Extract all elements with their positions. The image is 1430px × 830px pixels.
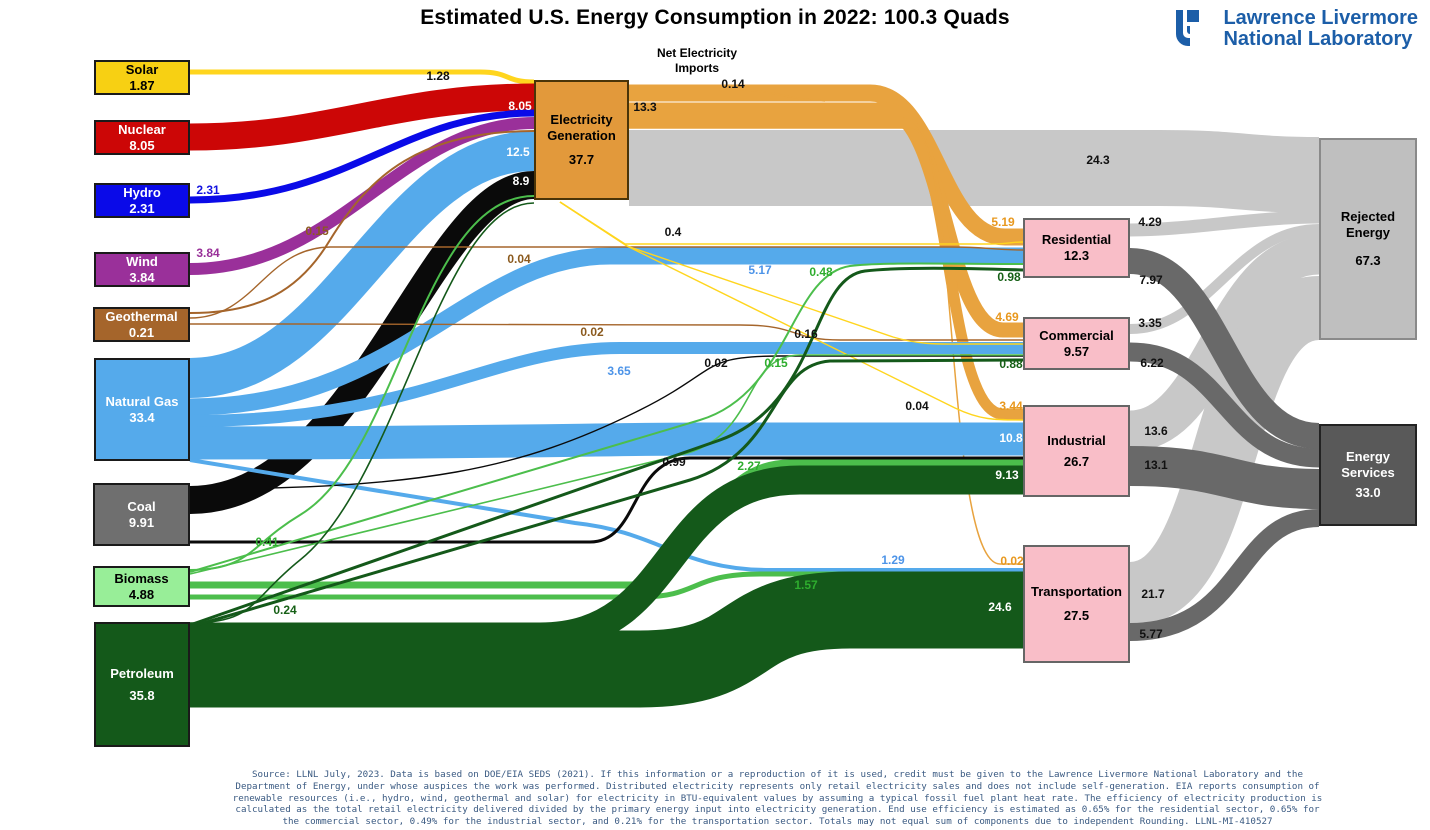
llnl-logo-text: Lawrence Livermore National Laboratory bbox=[1223, 7, 1418, 50]
flow-solar-to-commercial bbox=[559, 201, 1023, 345]
flow-label-elec-com: 4.69 bbox=[995, 310, 1019, 324]
node-industrial: Industrial 26.7 bbox=[1023, 405, 1130, 497]
flow-petroleum-to-residential bbox=[189, 266, 1024, 627]
flow-label-pet-ind: 9.13 bbox=[995, 468, 1019, 482]
flow-label-transp-rej: 21.7 bbox=[1141, 587, 1165, 601]
flow-residential-to-services bbox=[1128, 248, 1321, 449]
flow-label-solar-com: 0.16 bbox=[794, 327, 818, 341]
flow-coal-to-industrial bbox=[190, 456, 1023, 544]
flow-label-nuclear-elec: 8.05 bbox=[508, 99, 532, 113]
node-commercial: Commercial 9.57 bbox=[1023, 317, 1130, 370]
flow-transportation-to-rejected bbox=[1126, 276, 1323, 626]
flow-industrial-to-services bbox=[1129, 446, 1320, 509]
flow-label-ind-rej: 13.6 bbox=[1144, 424, 1168, 438]
source-note: Source: LLNL July, 2023. Data is based o… bbox=[232, 769, 1323, 828]
node-nuclear: Nuclear 8.05 bbox=[94, 120, 190, 155]
flow-solar-to-residential bbox=[559, 201, 1024, 245]
flow-petroleum-to-transportation bbox=[190, 571, 1023, 708]
flow-label-ng-elec: 12.5 bbox=[506, 145, 530, 159]
flow-label-ng-transp: 1.29 bbox=[881, 553, 905, 567]
flow-naturalgas-to-electricity bbox=[189, 131, 535, 398]
flow-label-coal-com: 0.02 bbox=[704, 356, 728, 370]
flow-biomass-to-residential bbox=[189, 262, 1024, 573]
flow-label-pet-elec: 0.24 bbox=[273, 603, 297, 617]
flow-label-elec-transp: 0.02 bbox=[1000, 554, 1024, 568]
flow-label-pet-transp: 24.6 bbox=[988, 600, 1012, 614]
flow-wind-to-electricity bbox=[189, 117, 535, 275]
flow-label-bio-ind: 2.27 bbox=[737, 459, 761, 473]
flow-label-geo-elec: 0.15 bbox=[305, 224, 329, 238]
flow-nuclear-to-electricity bbox=[189, 83, 535, 151]
flow-label-wind-elec: 3.84 bbox=[196, 246, 220, 260]
node-wind: Wind 3.84 bbox=[94, 252, 190, 287]
node-geothermal: Geothermal 0.21 bbox=[93, 307, 190, 342]
flow-label-res-serv: 7.97 bbox=[1139, 273, 1163, 287]
flow-label-ng-res: 5.17 bbox=[748, 263, 772, 277]
node-residential: Residential 12.3 bbox=[1023, 218, 1130, 278]
flow-label-bio-com: 0.15 bbox=[764, 356, 788, 370]
flow-geothermal-to-electricity bbox=[189, 130, 535, 314]
node-biomass: Biomass 4.88 bbox=[93, 566, 190, 607]
flow-label-solar-elec: 1.28 bbox=[426, 69, 450, 83]
flow-coal-to-electricity bbox=[189, 171, 536, 514]
flow-label-elec-ind: 3.44 bbox=[999, 399, 1023, 413]
flow-solar-to-industrial bbox=[559, 201, 1024, 421]
flow-electricity-to-rejected bbox=[629, 130, 1320, 213]
node-transportation: Transportation 27.5 bbox=[1023, 545, 1130, 663]
llnl-logo-icon bbox=[1176, 10, 1200, 46]
flow-label-ng-com: 3.65 bbox=[607, 364, 631, 378]
flow-label-pet-com: 0.88 bbox=[999, 357, 1023, 371]
flow-label-com-rej: 3.35 bbox=[1138, 316, 1162, 330]
flow-label-transp-serv: 5.77 bbox=[1139, 627, 1163, 641]
flow-label-solar-ind: 0.04 bbox=[905, 399, 929, 413]
flow-label-coal-elec: 8.9 bbox=[512, 174, 530, 188]
flow-naturalgas-to-industrial bbox=[189, 422, 1023, 460]
flow-label-hydro-elec: 2.31 bbox=[196, 183, 220, 197]
flow-naturalgas-to-residential bbox=[189, 247, 1023, 416]
flow-label-bio-res: 0.48 bbox=[809, 265, 833, 279]
node-hydro: Hydro 2.31 bbox=[94, 183, 190, 218]
node-solar: Solar 1.87 bbox=[94, 60, 190, 95]
flow-commercial-to-rejected bbox=[1129, 224, 1320, 334]
flow-label-elec-res: 5.19 bbox=[991, 215, 1015, 229]
flow-transportation-to-services bbox=[1129, 509, 1320, 641]
flow-label-ind-serv: 13.1 bbox=[1144, 458, 1168, 472]
flow-petroleum-to-commercial bbox=[189, 358, 1024, 629]
flow-solar-to-electricity bbox=[190, 69, 535, 85]
flow-label-bio-transp: 1.57 bbox=[794, 578, 818, 592]
flow-naturalgas-to-commercial bbox=[189, 342, 1023, 427]
flow-imports-to-electricity bbox=[736, 89, 826, 102]
node-natural-gas: Natural Gas 33.4 bbox=[94, 358, 190, 461]
node-electricity-generation: Electricity Generation 37.7 bbox=[534, 80, 629, 200]
flow-hydro-to-electricity bbox=[189, 109, 535, 204]
flow-label-ng-ind: 10.8 bbox=[999, 431, 1023, 445]
flow-label-pet-res: 0.98 bbox=[997, 270, 1021, 284]
flow-label-elec-dist: 13.3 bbox=[633, 100, 657, 114]
flow-label-bio-elec: 0.41 bbox=[255, 535, 279, 549]
flow-residential-to-rejected bbox=[1129, 210, 1320, 237]
flow-label-geo-res: 0.04 bbox=[507, 252, 531, 266]
node-petroleum: Petroleum 35.8 bbox=[94, 622, 190, 747]
flow-label-res-rej: 4.29 bbox=[1138, 215, 1162, 229]
node-rejected-energy: Rejected Energy 67.3 bbox=[1319, 138, 1417, 340]
flow-electricity-to-residential bbox=[629, 84, 1023, 246]
node-energy-services: Energy Services 33.0 bbox=[1319, 424, 1417, 526]
llnl-logo: Lawrence Livermore National Laboratory bbox=[1173, 8, 1418, 50]
flow-label-elec-rej: 24.3 bbox=[1086, 153, 1110, 167]
flow-label-coal-ind: 0.99 bbox=[662, 455, 686, 469]
flow-label-solar-res: 0.4 bbox=[664, 225, 682, 239]
flow-geothermal-to-residential bbox=[189, 246, 1024, 319]
node-coal: Coal 9.91 bbox=[93, 483, 190, 546]
flow-commercial-to-services bbox=[1129, 342, 1320, 468]
flow-label-geo-com: 0.02 bbox=[580, 325, 604, 339]
flow-label-imports: 0.14 bbox=[721, 77, 745, 91]
chart-title: Estimated U.S. Energy Consumption in 202… bbox=[420, 6, 1010, 29]
flow-coal-to-commercial bbox=[189, 355, 1023, 490]
flow-label-com-serv: 6.22 bbox=[1140, 356, 1164, 370]
net-electricity-imports-label: Net Electricity Imports bbox=[656, 46, 738, 75]
